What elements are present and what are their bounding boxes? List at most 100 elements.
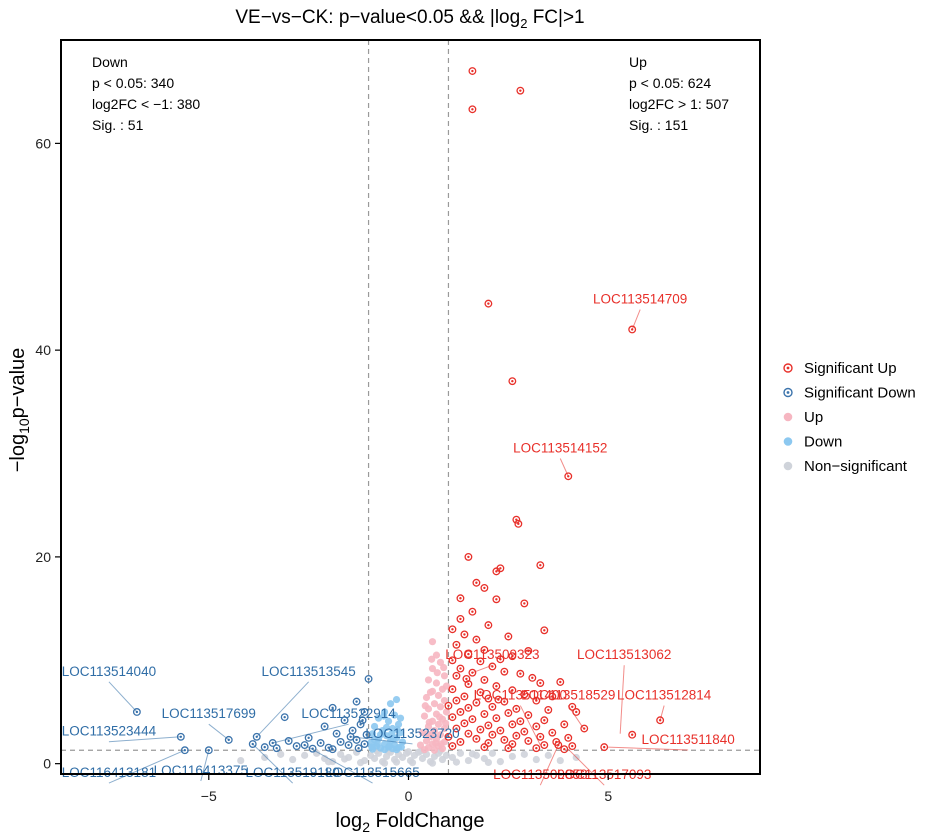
point-ring [540, 716, 549, 725]
point-ring [464, 729, 473, 738]
point-sig-up [492, 714, 501, 723]
gene-label: LOC113517093 [557, 748, 651, 786]
point-core [519, 672, 522, 675]
point-sig-up [514, 519, 523, 528]
point-ring [464, 650, 473, 659]
point-ring [292, 742, 301, 751]
legend-label: Up [804, 409, 823, 426]
point-ring [628, 730, 637, 739]
point-ring [480, 710, 489, 718]
point-nonsig [340, 755, 349, 763]
annotation-up-line1: p < 0.05: 624 [629, 75, 711, 91]
point-core [459, 597, 462, 600]
point-ring [628, 325, 637, 334]
point-up [422, 737, 431, 745]
point-core [491, 733, 494, 736]
point-sig-up [484, 621, 493, 630]
point-ring [496, 726, 505, 735]
y-tick-label: 20 [35, 549, 51, 565]
point-ring [544, 705, 553, 714]
legend-label: Down [804, 434, 842, 451]
point-sig-up [556, 678, 565, 686]
point-core [495, 684, 498, 688]
point-core [319, 741, 322, 745]
point-ring [354, 744, 363, 753]
point-up [428, 638, 437, 646]
point-sig-up [448, 656, 457, 665]
point-sig-up [536, 561, 545, 570]
point-ring [356, 720, 365, 729]
gene-label-text: LOC113513062 [577, 647, 671, 662]
point-sig-up [536, 679, 545, 687]
point-ring [514, 519, 523, 528]
point-ring [532, 722, 541, 731]
point-core [455, 699, 458, 702]
point-core [357, 746, 360, 750]
x-axis-title: log2 FoldChange [335, 810, 484, 835]
gene-label-connector [108, 749, 186, 784]
point-sig-down [320, 722, 329, 731]
point-ring [484, 299, 493, 308]
point-ring [468, 607, 477, 616]
point-core [535, 725, 538, 728]
point-ring [508, 377, 517, 386]
point-ring [448, 742, 457, 751]
point-ring [328, 703, 337, 712]
point-sig-down [360, 740, 369, 748]
annotation-down-line2: log2FC < −1: 380 [92, 96, 200, 112]
point-core [539, 735, 542, 738]
legend-item: Down [783, 434, 842, 451]
point-ring [464, 552, 473, 561]
point-ring [456, 708, 465, 716]
point-core [571, 744, 574, 748]
x-tick-label: −5 [201, 788, 217, 804]
annotation-down-line1: p < 0.05: 340 [92, 75, 174, 91]
point-sig-down [304, 733, 313, 742]
point-ring [500, 667, 509, 676]
point-sig-up [524, 736, 533, 745]
point-sig-up [476, 657, 485, 666]
point-sig-up [448, 713, 457, 722]
gene-label-text: LOC113523444 [62, 724, 157, 739]
gene-label: LOC113513062 [577, 647, 671, 734]
gene-label-text: LOC113513545 [261, 664, 355, 679]
point-ring [484, 721, 493, 730]
point-ring [508, 686, 517, 695]
point-sig-up [480, 583, 489, 592]
point-core [455, 674, 458, 677]
point-core [487, 302, 490, 305]
point-core [365, 733, 368, 736]
point-ring [540, 741, 549, 750]
point-sig-down [324, 743, 333, 752]
point-up [420, 712, 429, 720]
point-core [331, 747, 334, 751]
point-sig-up [504, 632, 513, 641]
point-sig-down [272, 744, 281, 753]
point-sig-up [500, 667, 509, 676]
point-sig-up [496, 726, 505, 735]
point-sig-up [472, 698, 481, 707]
point-down [392, 695, 401, 704]
point-sig-up [516, 669, 525, 678]
point-core [475, 701, 478, 704]
point-down [376, 731, 385, 739]
point-core [459, 710, 462, 714]
point-ring [480, 645, 489, 654]
gene-label-connector [559, 458, 569, 477]
gene-label-text: LOC113517699 [162, 706, 256, 721]
point-nonsig [532, 755, 540, 764]
point-ring [468, 105, 477, 114]
point-core [451, 715, 454, 719]
point-core [559, 680, 562, 684]
point-ring [316, 739, 325, 747]
point-up [430, 700, 439, 708]
y-tick-label: 60 [35, 135, 51, 151]
annotation-down-line3: Sig. : 51 [92, 117, 144, 133]
point-nonsig [456, 749, 465, 757]
plot-frame [60, 39, 761, 775]
gene-label-connector [208, 723, 230, 741]
point-ring [462, 674, 471, 683]
point-sig-up [464, 650, 473, 659]
annotation-up-line3: Sig. : 151 [629, 117, 688, 133]
point-up [436, 703, 445, 711]
